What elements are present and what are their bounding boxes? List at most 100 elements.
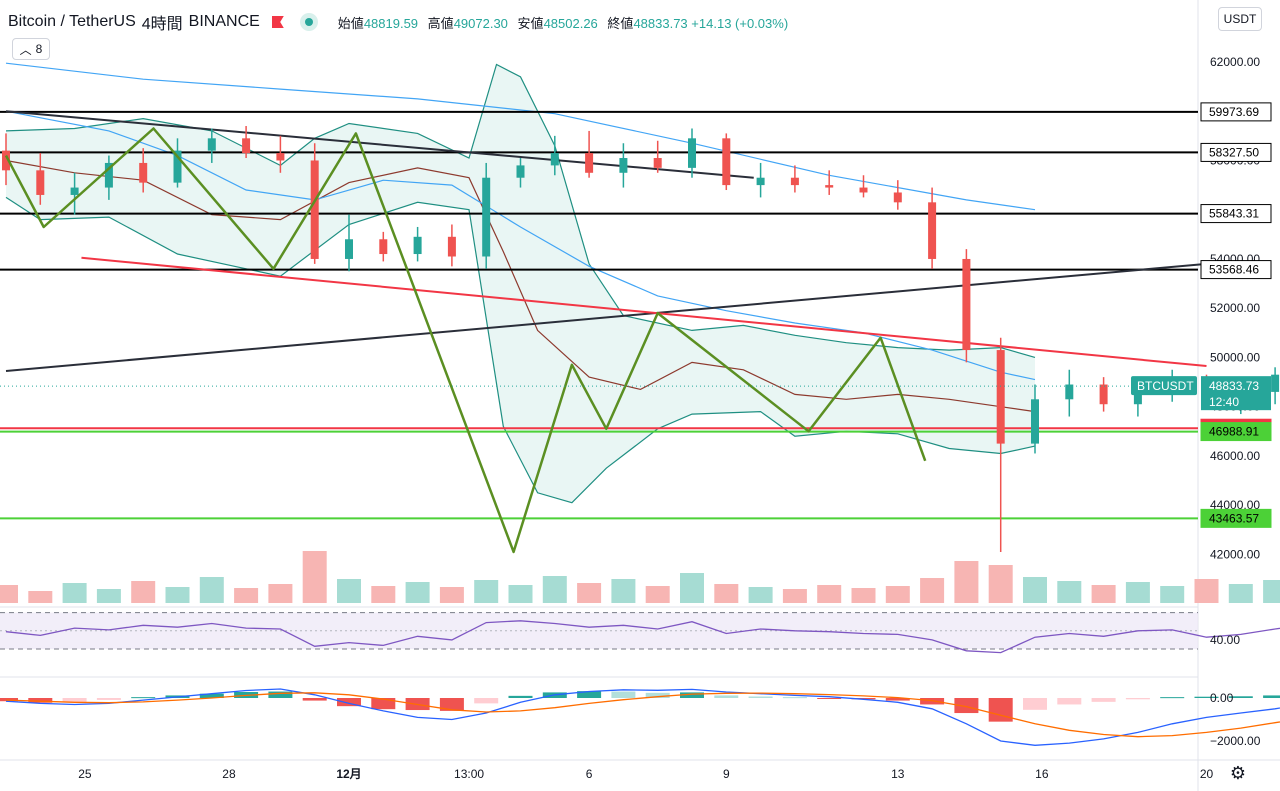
volume-bar xyxy=(439,587,464,603)
candle-body xyxy=(516,165,525,178)
macd-histogram-bar xyxy=(680,692,704,698)
candle-body xyxy=(619,158,628,173)
time-axis-label: 13:00 xyxy=(454,767,484,781)
indicators-count: 8 xyxy=(35,42,43,56)
volume-bar xyxy=(508,585,533,603)
indicators-toggle-button[interactable]: ︿ 8 xyxy=(12,38,50,60)
candle-body xyxy=(996,350,1005,444)
price-label-text: 55843.31 xyxy=(1209,207,1259,221)
macd-histogram-bar xyxy=(782,697,807,699)
candle-body xyxy=(104,162,113,188)
candle-body xyxy=(207,138,216,151)
macd-histogram-bar xyxy=(28,698,53,703)
candle-body xyxy=(1099,384,1108,405)
macd-histogram-bar xyxy=(439,698,464,711)
bollinger-basis-line xyxy=(5,159,1036,413)
market-status-icon[interactable] xyxy=(299,13,318,31)
candle-body xyxy=(1271,374,1280,392)
volume-bar xyxy=(337,579,361,603)
time-axis-label: 13 xyxy=(891,767,905,781)
volume-bar xyxy=(851,588,876,603)
rsi-axis-tick-label: 40.00 xyxy=(1210,633,1240,647)
open-value: 48819.59 xyxy=(363,15,419,31)
price-label-box xyxy=(1200,508,1272,528)
volume-bar xyxy=(1263,580,1280,603)
price-axis-tick-label: 42000.00 xyxy=(1210,547,1260,561)
price-label-box xyxy=(1200,142,1272,162)
candle-body xyxy=(379,239,388,255)
volume-bar xyxy=(1023,577,1047,603)
candle-body xyxy=(242,138,251,154)
symbol-title[interactable]: Bitcoin / TetherUS xyxy=(8,13,136,30)
macd-histogram-bar xyxy=(1263,695,1280,698)
zigzag-pattern-line xyxy=(4,127,927,554)
candle-body xyxy=(962,258,971,351)
time-axis-label: 12月 xyxy=(336,767,361,781)
candle-body xyxy=(482,177,491,257)
volume-bar xyxy=(817,585,842,603)
volume-bar xyxy=(234,588,259,603)
symbol-tag-text: BTCUSDT xyxy=(1137,379,1194,393)
candle-body xyxy=(722,138,731,186)
low-value: 48502.26 xyxy=(543,15,598,31)
candle-body xyxy=(688,138,696,168)
gear-icon[interactable]: ⚙ xyxy=(1229,763,1247,783)
volume-bar xyxy=(714,584,739,603)
candle-body xyxy=(859,187,868,193)
volume-bar xyxy=(474,580,499,603)
candle-body xyxy=(1065,384,1074,400)
symbol-tag-box xyxy=(1131,376,1197,396)
volume-bar xyxy=(748,587,773,603)
volume-bar xyxy=(885,586,910,603)
macd-histogram-bar xyxy=(1194,696,1219,698)
close-label: 終値 xyxy=(607,15,634,31)
macd-histogram-bar xyxy=(62,698,87,702)
exchange-label: BINANCE xyxy=(188,13,260,30)
time-axis-label: 20 xyxy=(1200,767,1214,781)
volume-bar xyxy=(1057,581,1082,603)
volume-bar xyxy=(680,573,704,603)
macd-axis-tick-label: −2000.00 xyxy=(1210,734,1261,748)
candle-body xyxy=(2,150,10,171)
currency-button[interactable]: USDT xyxy=(1218,7,1262,31)
macd-histogram-bar xyxy=(474,698,499,704)
macd-histogram-bar xyxy=(748,696,773,698)
candle-body xyxy=(550,153,559,166)
candle-body xyxy=(756,177,765,186)
volume-bar xyxy=(371,586,396,603)
trend-line xyxy=(81,256,1207,368)
price-label-text: 53568.46 xyxy=(1209,263,1259,277)
candle-body xyxy=(585,153,594,173)
macd-histogram-bar xyxy=(885,698,910,701)
candle-body xyxy=(345,239,353,259)
close-value: 48833.73 xyxy=(633,15,688,31)
candle-body xyxy=(310,160,319,259)
volume-bar xyxy=(954,561,979,603)
candle-body xyxy=(413,236,422,255)
rsi-line xyxy=(5,620,1280,654)
macd-histogram-bar xyxy=(577,691,602,698)
bollinger-band-fill xyxy=(6,64,1035,503)
candle-body xyxy=(1133,389,1142,405)
macd-histogram-bar xyxy=(1160,697,1185,699)
candle-body xyxy=(893,192,902,203)
chart-header: Bitcoin / TetherUS 4時間 BINANCE 始値48819.5… xyxy=(8,10,788,34)
interval-label[interactable]: 4時間 xyxy=(141,16,183,33)
flag-icon[interactable] xyxy=(271,16,284,28)
rsi-band-fill xyxy=(0,612,1198,649)
macd-histogram-bar xyxy=(1057,698,1082,705)
candle-body xyxy=(70,187,79,195)
candle-body xyxy=(447,236,456,257)
macd-histogram-bar xyxy=(954,698,979,714)
macd-axis-tick-label: 0.00 xyxy=(1210,691,1234,705)
volume-bar xyxy=(645,586,670,603)
price-axis-tick-label: 46000.00 xyxy=(1210,449,1260,463)
macd-histogram-bar xyxy=(1228,696,1253,698)
volume-bar xyxy=(920,578,945,603)
countdown-text: 12:40 xyxy=(1209,395,1239,409)
volume-bar xyxy=(96,589,121,603)
macd-histogram-bar xyxy=(131,697,156,699)
moving-average-mid-line xyxy=(5,110,1036,381)
macd-histogram-bar xyxy=(1091,698,1116,702)
